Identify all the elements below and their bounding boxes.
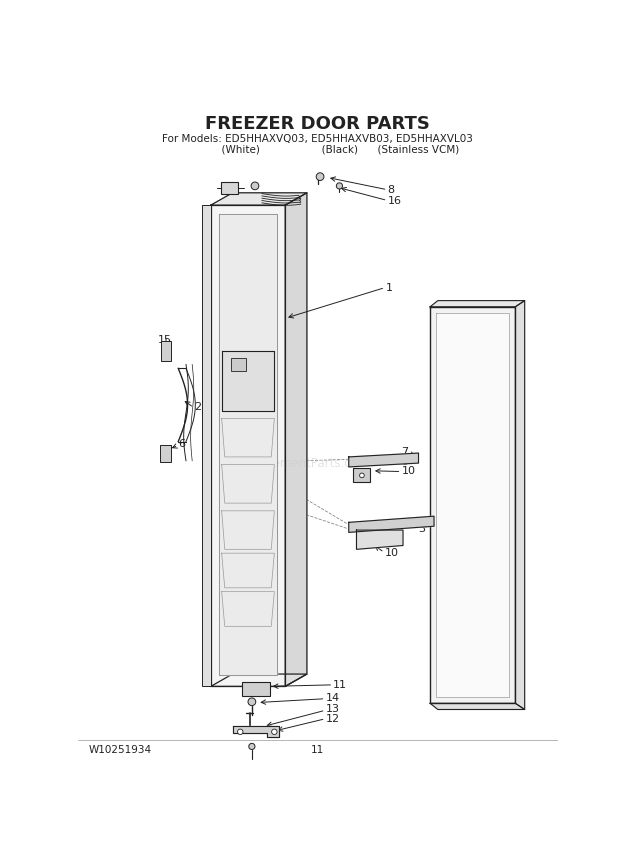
Circle shape	[272, 729, 277, 734]
Text: 15: 15	[158, 335, 172, 345]
Polygon shape	[232, 727, 279, 737]
Bar	[160, 445, 171, 462]
Text: 11: 11	[334, 680, 347, 690]
Polygon shape	[430, 306, 515, 704]
Text: FREEZER DOOR PARTS: FREEZER DOOR PARTS	[205, 116, 430, 134]
Polygon shape	[356, 530, 403, 550]
Polygon shape	[222, 553, 275, 588]
Polygon shape	[222, 511, 275, 550]
Polygon shape	[430, 704, 525, 710]
Bar	[353, 468, 371, 482]
Text: W10251934: W10251934	[89, 745, 153, 754]
Text: 12: 12	[326, 714, 340, 723]
Bar	[161, 342, 171, 361]
Polygon shape	[222, 352, 275, 411]
Bar	[242, 681, 270, 696]
Text: 4: 4	[221, 230, 228, 241]
Text: 11: 11	[311, 745, 324, 754]
Polygon shape	[211, 674, 307, 687]
Text: (White)                   (Black)      (Stainless VCM): (White) (Black) (Stainless VCM)	[176, 145, 459, 155]
Polygon shape	[211, 205, 285, 687]
Text: 14: 14	[326, 693, 340, 703]
Circle shape	[336, 183, 342, 189]
Circle shape	[248, 698, 255, 705]
Bar	[202, 205, 211, 687]
Text: eReplacementParts.com: eReplacementParts.com	[227, 456, 370, 470]
Polygon shape	[222, 591, 275, 627]
Text: 10: 10	[402, 466, 415, 476]
Circle shape	[316, 173, 324, 181]
Polygon shape	[219, 214, 278, 675]
Polygon shape	[222, 465, 275, 503]
Text: 1: 1	[386, 282, 393, 293]
Polygon shape	[430, 300, 525, 306]
Circle shape	[360, 473, 365, 478]
Text: 7: 7	[402, 447, 409, 456]
Polygon shape	[348, 516, 434, 532]
Bar	[221, 182, 238, 194]
Circle shape	[251, 182, 259, 190]
Text: 5: 5	[221, 219, 228, 229]
Text: For Models: ED5HHAXVQ03, ED5HHAXVB03, ED5HHAXVL03: For Models: ED5HHAXVQ03, ED5HHAXVB03, ED…	[162, 134, 473, 144]
Text: 13: 13	[326, 704, 340, 715]
Text: 6: 6	[179, 439, 185, 449]
Text: 9: 9	[402, 456, 409, 467]
Polygon shape	[222, 419, 275, 457]
Text: 16: 16	[388, 195, 402, 205]
Text: 10: 10	[384, 548, 399, 558]
Text: 3: 3	[418, 524, 425, 533]
Polygon shape	[285, 193, 307, 687]
Text: 8: 8	[388, 185, 394, 194]
Circle shape	[237, 729, 243, 734]
Polygon shape	[348, 453, 419, 467]
Text: 2: 2	[193, 401, 201, 412]
Polygon shape	[211, 193, 307, 205]
Circle shape	[249, 743, 255, 750]
Bar	[231, 358, 247, 372]
Polygon shape	[515, 300, 525, 710]
Polygon shape	[436, 313, 509, 697]
